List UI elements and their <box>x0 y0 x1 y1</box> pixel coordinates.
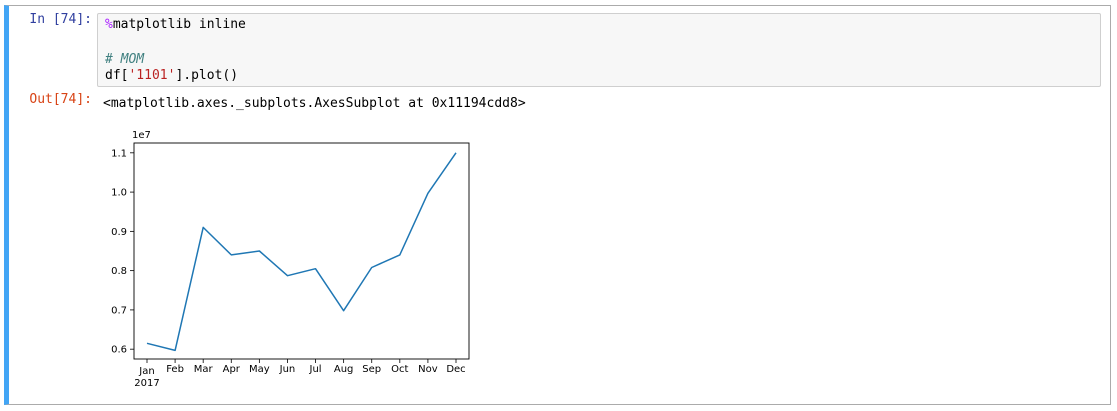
x-tick-label: May <box>249 364 270 375</box>
x-tick-label: Sep <box>362 364 381 375</box>
x-tick-label: Jul <box>309 364 322 375</box>
series-line <box>146 152 457 352</box>
x-tick-label: Jun <box>279 364 296 375</box>
code-editor[interactable]: %matplotlib inline # MOM df['1101'].plot() <box>97 13 1101 87</box>
output-prompt: Out[74]: <box>29 92 92 107</box>
code-line: df['1101'].plot() <box>105 68 238 84</box>
output-repr-text: <matplotlib.axes._subplots.AxesSubplot a… <box>103 96 526 111</box>
y-tick-label: 0.8 <box>111 266 127 277</box>
code-token: % <box>105 17 113 32</box>
x-tick-label: Feb <box>166 364 184 375</box>
x-tick-label: Mar <box>194 364 214 375</box>
code-token: # MOM <box>105 52 145 67</box>
x-year-label: 2017 <box>134 378 159 389</box>
y-tick-label: 1.1 <box>111 148 127 159</box>
code-line: # MOM <box>105 52 144 68</box>
x-tick-label: Oct <box>391 364 408 375</box>
x-tick-label: Jan <box>138 366 154 377</box>
code-token: ].plot() <box>175 68 239 83</box>
code-token: matplotlib inline <box>112 17 246 32</box>
x-tick-label: Nov <box>418 364 438 375</box>
code-token: df[ <box>105 68 129 83</box>
y-tick-label: 0.9 <box>111 227 127 238</box>
x-tick-label: Aug <box>334 364 354 375</box>
axes-frame <box>133 142 470 360</box>
x-tick-label: Dec <box>446 364 465 375</box>
line-chart: 0.6 0.7 0.8 0.9 1.0 1.1 1e7 Jan Feb Mar Apr May Jun J… <box>111 130 470 389</box>
y-tick-label: 0.6 <box>111 345 127 356</box>
input-prompt: In [74]: <box>29 12 92 27</box>
code-token: '1101' <box>128 68 176 83</box>
y-tick-label: 1.0 <box>111 188 127 199</box>
y-tick-label: 0.7 <box>111 305 127 316</box>
code-line: %matplotlib inline <box>105 17 246 33</box>
x-tick-label: Apr <box>223 364 241 375</box>
y-offset-label: 1e7 <box>132 130 151 141</box>
